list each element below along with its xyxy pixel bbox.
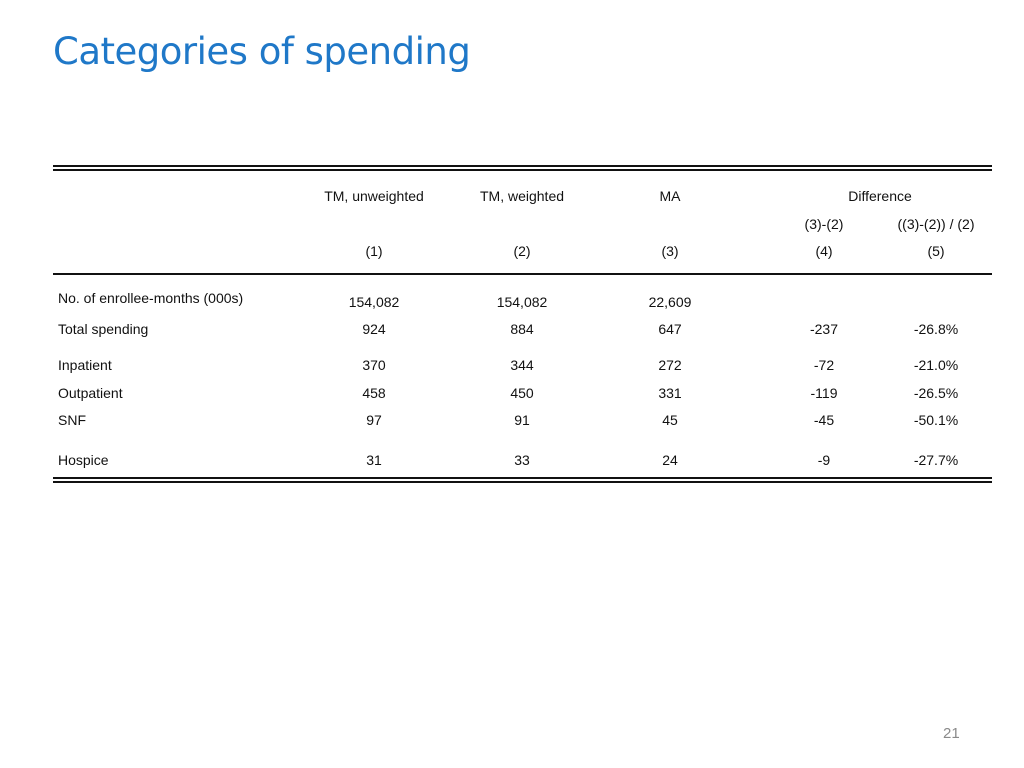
table-bottom-rule [53,481,992,483]
slide-title: Categories of spending [53,30,471,73]
header-col-number-5: (5) [927,243,945,259]
cell-total-spending-2: 884 [510,321,534,337]
cell-inpatient-5: -21.0% [913,357,959,373]
cell-enrollee-months-2: 154,082 [496,294,548,310]
header-tm-weighted: TM, weighted [479,188,565,204]
cell-snf-3: 45 [662,412,678,428]
header-col-number-2: (2) [513,243,531,259]
header-col-number-3: (3) [661,243,679,259]
cell-total-spending-5: -26.8% [913,321,959,337]
cell-outpatient-5: -26.5% [913,385,959,401]
cell-enrollee-months-3: 22,609 [648,294,692,310]
cell-snf-5: -50.1% [913,412,959,428]
cell-snf-1: 97 [366,412,382,428]
table-bottom-rule-inner [53,477,992,479]
header-rule [53,273,992,275]
cell-outpatient-2: 450 [510,385,534,401]
header-ma: MA [659,188,681,204]
cell-enrollee-months-1: 154,082 [348,294,400,310]
row-label-outpatient: Outpatient [58,385,123,401]
row-label-snf: SNF [58,412,86,428]
header-col-number-4: (4) [815,243,833,259]
table-top-rule [53,165,992,167]
table-top-rule-inner [53,169,992,171]
cell-snf-4: -45 [813,412,835,428]
cell-total-spending-4: -237 [809,321,839,337]
header-diff-abs: (3)-(2) [804,216,844,232]
cell-hospice-5: -27.7% [913,452,959,468]
row-label-inpatient: Inpatient [58,357,112,373]
cell-hospice-4: -9 [817,452,831,468]
cell-inpatient-1: 370 [362,357,386,373]
row-label-total-spending: Total spending [58,321,149,337]
cell-inpatient-2: 344 [510,357,534,373]
header-difference: Difference [848,188,912,204]
header-diff-pct: ((3)-(2)) / (2) [897,216,975,232]
cell-total-spending-3: 647 [658,321,682,337]
cell-total-spending-1: 924 [362,321,386,337]
cell-inpatient-4: -72 [813,357,835,373]
cell-outpatient-4: -119 [810,385,838,401]
cell-snf-2: 91 [514,412,530,428]
cell-inpatient-3: 272 [658,357,682,373]
cell-outpatient-3: 331 [658,385,682,401]
cell-outpatient-1: 458 [362,385,386,401]
cell-hospice-1: 31 [366,452,382,468]
cell-hospice-2: 33 [514,452,530,468]
header-tm-unweighted: TM, unweighted [324,188,424,204]
header-col-number-1: (1) [365,243,383,259]
cell-hospice-3: 24 [662,452,678,468]
row-label-hospice: Hospice [58,452,109,468]
row-label-enrollee-months: No. of enrollee-months (000s) [58,290,244,306]
page-number: 21 [943,725,960,742]
